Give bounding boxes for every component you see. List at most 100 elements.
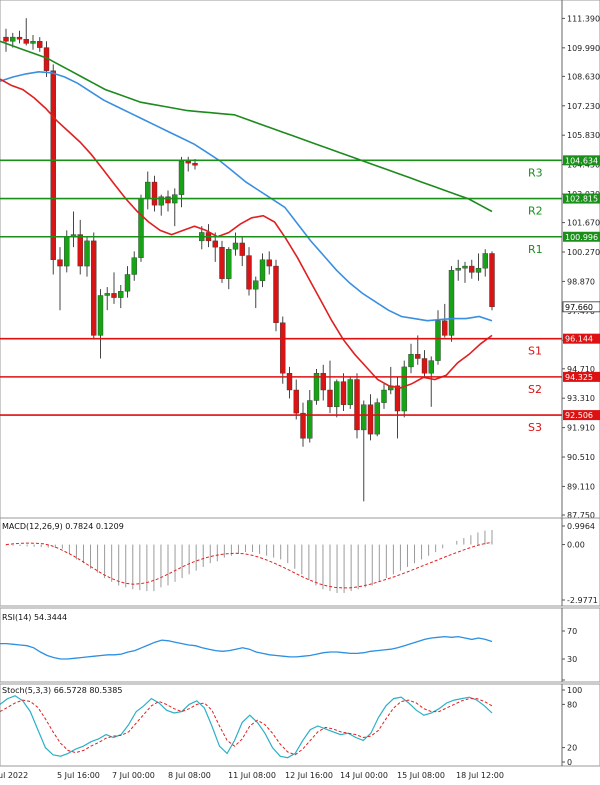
price-tick-label: 107.230	[567, 102, 600, 111]
candle-body	[334, 381, 340, 408]
candle-body	[374, 402, 380, 435]
price-tick-label: 89.110	[567, 482, 595, 491]
x-tick-label: 8 Jul 08:00	[168, 771, 211, 780]
price-tick-label: 111.390	[567, 14, 600, 23]
candle-body	[10, 36, 16, 42]
price-tick-label: 105.830	[567, 131, 600, 140]
candle-body	[226, 249, 232, 279]
candle-body	[462, 265, 468, 269]
stoch-tick-label: 0	[567, 758, 572, 767]
candle-body	[354, 379, 360, 431]
candle-body	[340, 381, 347, 405]
candle-body	[401, 366, 407, 412]
candle-body	[23, 39, 29, 44]
macd-tick-label: -2.9771	[567, 596, 598, 605]
x-tick-label: 4 Jul 2022	[0, 771, 28, 780]
candle-body	[3, 36, 9, 42]
price-panel: 111.390109.990108.630107.230105.830104.4…	[0, 0, 600, 520]
price-tick-label: 100.270	[567, 248, 600, 257]
candle-body	[219, 246, 225, 279]
candle-body	[428, 360, 434, 374]
candle-body	[280, 322, 286, 374]
candle-body	[421, 358, 428, 374]
level-badge	[563, 410, 600, 421]
candle-body	[192, 162, 198, 166]
stoch-d-line	[0, 698, 493, 756]
level-badge	[563, 333, 600, 344]
candle-body	[212, 240, 218, 248]
candle-body	[50, 70, 56, 260]
price-frame	[0, 0, 600, 519]
candle-body	[158, 196, 164, 206]
candle-body	[394, 385, 401, 412]
candle-body	[435, 320, 441, 361]
level-tag-r1: R1	[528, 243, 543, 256]
price-tick-label: 93.310	[567, 394, 595, 403]
candle-body	[259, 259, 266, 281]
candle-body	[469, 265, 475, 273]
candle-body	[489, 253, 495, 308]
x-tick-label: 15 Jul 08:00	[397, 771, 445, 780]
stoch-tick-label: 100	[567, 686, 582, 695]
stoch-tick-label: 20	[567, 744, 577, 753]
macd-title: MACD(12,26,9) 0.7824 0.1209	[2, 522, 124, 531]
macd-panel: 0.9964 0.00 -2.9771	[0, 517, 600, 607]
fast-ma-line	[0, 78, 493, 389]
x-tick-label: 12 Jul 16:00	[285, 771, 333, 780]
candle-body	[347, 379, 353, 405]
level-tag-s3: S3	[528, 421, 542, 434]
price-tick-label: 109.990	[567, 44, 600, 53]
rsi-title: RSI(14) 54.3444	[2, 613, 67, 622]
candle-body	[307, 400, 313, 439]
level-value-s1: 96.144	[565, 335, 593, 344]
level-tag-r2: R2	[528, 205, 543, 218]
stoch-tick-label: 80	[567, 700, 577, 709]
candle-body	[145, 181, 151, 200]
candle-body	[266, 259, 272, 267]
x-axis: 4 Jul 2022 5 Jul 16:00 7 Jul 00:00 8 Jul 08…	[0, 771, 504, 780]
candle-body	[16, 36, 23, 40]
level-tag-r3: R3	[528, 166, 543, 179]
candle-body	[30, 41, 36, 44]
x-tick-label: 5 Jul 16:00	[57, 771, 100, 780]
level-value-r3: 104.634	[565, 156, 598, 165]
price-tick-label: 108.630	[567, 72, 600, 81]
price-tick-label: 91.910	[567, 424, 595, 433]
last-price-badge	[562, 301, 600, 313]
candle-body	[320, 373, 326, 391]
rsi-tick-label: 70	[567, 627, 577, 636]
candle-body	[124, 274, 131, 292]
candle-body	[482, 253, 488, 269]
price-tick-label: 90.510	[567, 453, 595, 462]
level-badge	[563, 193, 600, 204]
macd-frame	[0, 517, 600, 607]
candle-body	[232, 242, 239, 250]
candle-body	[442, 320, 448, 336]
stoch-frame	[0, 683, 600, 767]
candle-body	[111, 293, 117, 298]
candle-body	[77, 234, 83, 267]
candle-body	[97, 295, 104, 336]
candle-body	[118, 291, 124, 298]
level-tag-s1: S1	[528, 345, 542, 358]
price-tick-label: 98.870	[567, 277, 595, 286]
candle-body	[151, 181, 158, 206]
candle-body	[408, 354, 414, 368]
rsi-tick-label: 30	[567, 655, 577, 664]
level-value-r2: 102.815	[565, 195, 598, 204]
candle-body	[361, 404, 367, 431]
price-tick-label: 87.750	[567, 511, 595, 520]
x-tick-label: 7 Jul 00:00	[112, 771, 155, 780]
level-value-r1: 100.996	[565, 233, 598, 242]
candle-body	[455, 267, 461, 271]
candle-body	[239, 242, 245, 256]
candle-body	[104, 293, 110, 296]
last-price-label: 97.660	[565, 303, 593, 312]
candle-body	[84, 240, 90, 267]
candle-body	[64, 236, 70, 267]
rsi-line	[0, 635, 493, 660]
macd-tick-label: 0.00	[567, 541, 585, 550]
candle-body	[448, 270, 455, 336]
candle-body	[178, 160, 185, 195]
